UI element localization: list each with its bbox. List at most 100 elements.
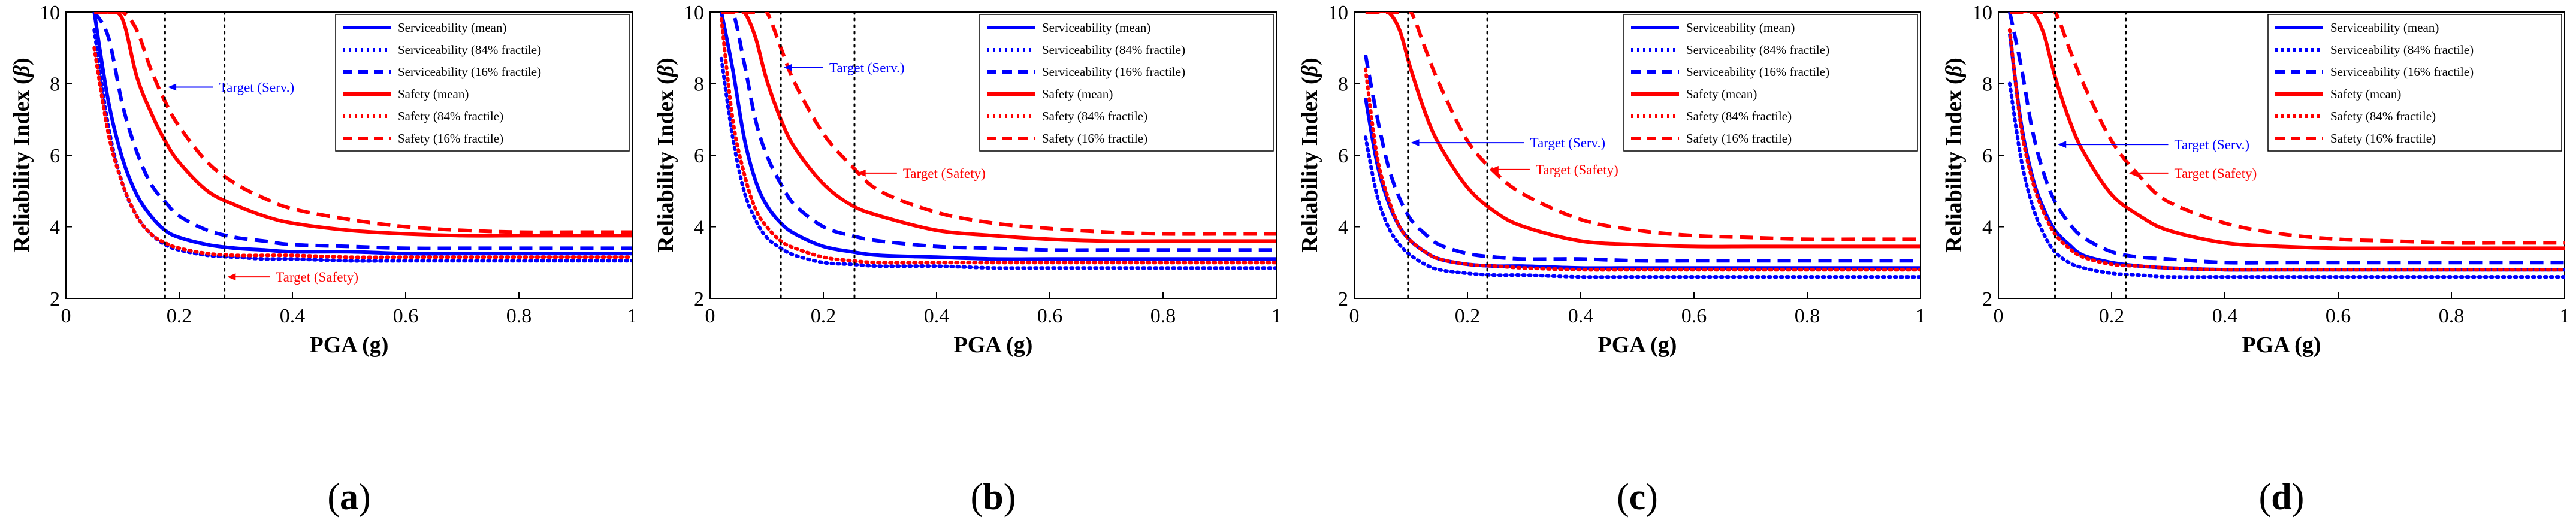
chart-panel-c: 0 0.2 0.4 0.6 0.8 1 2 4 6 8 10 PGA (g) Reliability I… xyxy=(1288,0,1932,532)
series-line xyxy=(719,56,1276,270)
series-line xyxy=(719,17,1276,265)
annotation-label: Target (Serv.) xyxy=(1530,135,1605,150)
chart-svg: 0 0.2 0.4 0.6 0.8 1 2 4 6 8 10 PGA (g) Reliability I… xyxy=(9,2,638,518)
annotation-arrowhead xyxy=(2128,169,2137,177)
y-tick-label: 6 xyxy=(1982,145,1992,167)
series-line xyxy=(2007,28,2565,272)
x-axis-title: PGA (g) xyxy=(1598,332,1677,358)
x-tick-label: 0.6 xyxy=(1037,305,1063,327)
series-line xyxy=(94,12,632,238)
x-tick-label: 0.8 xyxy=(506,305,532,327)
chart-svg: 0 0.2 0.4 0.6 0.8 1 2 4 6 8 10 PGA (g) Reliability I… xyxy=(653,2,1282,518)
chart-panel-b: 0 0.2 0.4 0.6 0.8 1 2 4 6 8 10 PGA (g) Reliability I… xyxy=(644,0,1288,532)
y-tick-label: 8 xyxy=(1338,74,1348,96)
annotation-arrowhead xyxy=(783,64,792,71)
annotation-label: Target (Serv.) xyxy=(829,61,904,75)
chart-panel-d: 0 0.2 0.4 0.6 0.8 1 2 4 6 8 10 PGA (g) Reliability I… xyxy=(1932,0,2576,532)
annotation-label: Target (Safety) xyxy=(2175,166,2257,181)
x-tick-label: 0.2 xyxy=(2099,305,2125,327)
legend-entry: Serviceability (16% fractile) xyxy=(1686,65,1829,79)
x-tick-label: 0.8 xyxy=(2439,305,2465,327)
legend-entry: Safety (16% fractile) xyxy=(1686,131,1792,146)
legend-entry: Safety (mean) xyxy=(1686,87,1757,101)
legend-entry: Safety (84% fractile) xyxy=(2330,109,2436,123)
y-axis-title: Reliability Index (β) xyxy=(1941,58,1967,253)
annotation-label: Target (Safety) xyxy=(1536,162,1618,177)
legend-entry: Serviceability (16% fractile) xyxy=(1042,65,1185,79)
y-tick-label: 8 xyxy=(50,74,60,96)
legend-entry: Serviceability (84% fractile) xyxy=(1686,43,1829,57)
x-tick-label: 0.4 xyxy=(2212,305,2238,327)
legend-box xyxy=(1623,14,1918,152)
x-tick-label: 0.2 xyxy=(167,305,192,327)
legend-entry: Serviceability (16% fractile) xyxy=(2330,65,2474,79)
legend-entry: Safety (84% fractile) xyxy=(1686,109,1792,123)
series-line xyxy=(721,12,1276,243)
x-axis-title: PGA (g) xyxy=(310,332,389,358)
series-line xyxy=(1363,67,1920,272)
series-line xyxy=(721,12,1276,252)
annotation-arrowhead xyxy=(227,273,236,281)
legend-entry: Safety (mean) xyxy=(2330,87,2401,101)
annotation-arrowhead xyxy=(2058,141,2067,149)
series-line xyxy=(719,12,1276,261)
x-tick-label: 0.6 xyxy=(2326,305,2351,327)
series-line xyxy=(1363,135,1920,279)
legend-entry: Serviceability (84% fractile) xyxy=(398,43,541,57)
series-line xyxy=(94,12,632,234)
chart-panel-a: 0 0.2 0.4 0.6 0.8 1 2 4 6 8 10 PGA (g) Reliability I… xyxy=(0,0,644,532)
annotation-label: Target (Serv.) xyxy=(2175,137,2249,152)
series-line xyxy=(2009,12,2565,245)
series-line xyxy=(1365,12,1920,249)
legend-entry: Safety (mean) xyxy=(398,87,469,101)
x-tick-label: 0 xyxy=(1994,305,2004,327)
y-tick-label: 10 xyxy=(40,2,60,24)
x-tick-label: 1 xyxy=(627,305,638,327)
series-line xyxy=(92,12,632,256)
y-tick-label: 8 xyxy=(1982,74,1992,96)
annotation-label: Target (Serv.) xyxy=(219,80,294,95)
series-line xyxy=(2007,12,2565,265)
x-tick-label: 0.4 xyxy=(924,305,950,327)
annotation-arrowhead xyxy=(168,83,177,91)
y-tick-label: 4 xyxy=(1982,217,1992,239)
panel-label: (b) xyxy=(971,477,1016,518)
legend-entry: Safety (16% fractile) xyxy=(398,131,503,146)
x-tick-label: 1 xyxy=(1272,305,1282,327)
series-line xyxy=(2009,12,2565,250)
legend-entry: Serviceability (mean) xyxy=(1042,20,1150,35)
legend-entry: Serviceability (mean) xyxy=(1686,20,1795,35)
legend-entry: Serviceability (16% fractile) xyxy=(398,65,541,79)
x-tick-label: 0.6 xyxy=(393,305,419,327)
x-tick-label: 1 xyxy=(2560,305,2570,327)
x-tick-label: 0.6 xyxy=(1681,305,1707,327)
legend-entry: Serviceability (84% fractile) xyxy=(1042,43,1185,57)
x-tick-label: 0 xyxy=(705,305,715,327)
series-line xyxy=(1363,55,1920,263)
series-line xyxy=(2007,81,2565,279)
panel-label: (a) xyxy=(327,477,370,518)
y-tick-label: 4 xyxy=(694,217,704,239)
x-tick-label: 0.8 xyxy=(1795,305,1820,327)
series-line xyxy=(92,46,632,259)
y-tick-label: 6 xyxy=(1338,145,1348,167)
legend-entry: Serviceability (84% fractile) xyxy=(2330,43,2474,57)
series-line xyxy=(92,12,632,250)
y-tick-label: 2 xyxy=(1338,288,1348,310)
x-tick-label: 0.2 xyxy=(1455,305,1481,327)
y-axis-title: Reliability Index (β) xyxy=(9,58,34,253)
x-tick-label: 0 xyxy=(1349,305,1360,327)
y-axis-title: Reliability Index (β) xyxy=(1297,58,1322,253)
y-tick-label: 6 xyxy=(694,145,704,167)
y-tick-label: 8 xyxy=(694,74,704,96)
annotation-arrowhead xyxy=(1411,139,1420,147)
x-tick-label: 1 xyxy=(1916,305,1926,327)
series-line xyxy=(1365,12,1920,241)
panel-label: (d) xyxy=(2259,477,2305,518)
legend-entry: Safety (mean) xyxy=(1042,87,1113,101)
y-tick-label: 6 xyxy=(50,145,60,167)
legend-entry: Safety (84% fractile) xyxy=(1042,109,1147,123)
y-tick-label: 2 xyxy=(1982,288,1992,310)
legend-entry: Safety (84% fractile) xyxy=(398,109,503,123)
x-axis-title: PGA (g) xyxy=(2242,332,2321,358)
